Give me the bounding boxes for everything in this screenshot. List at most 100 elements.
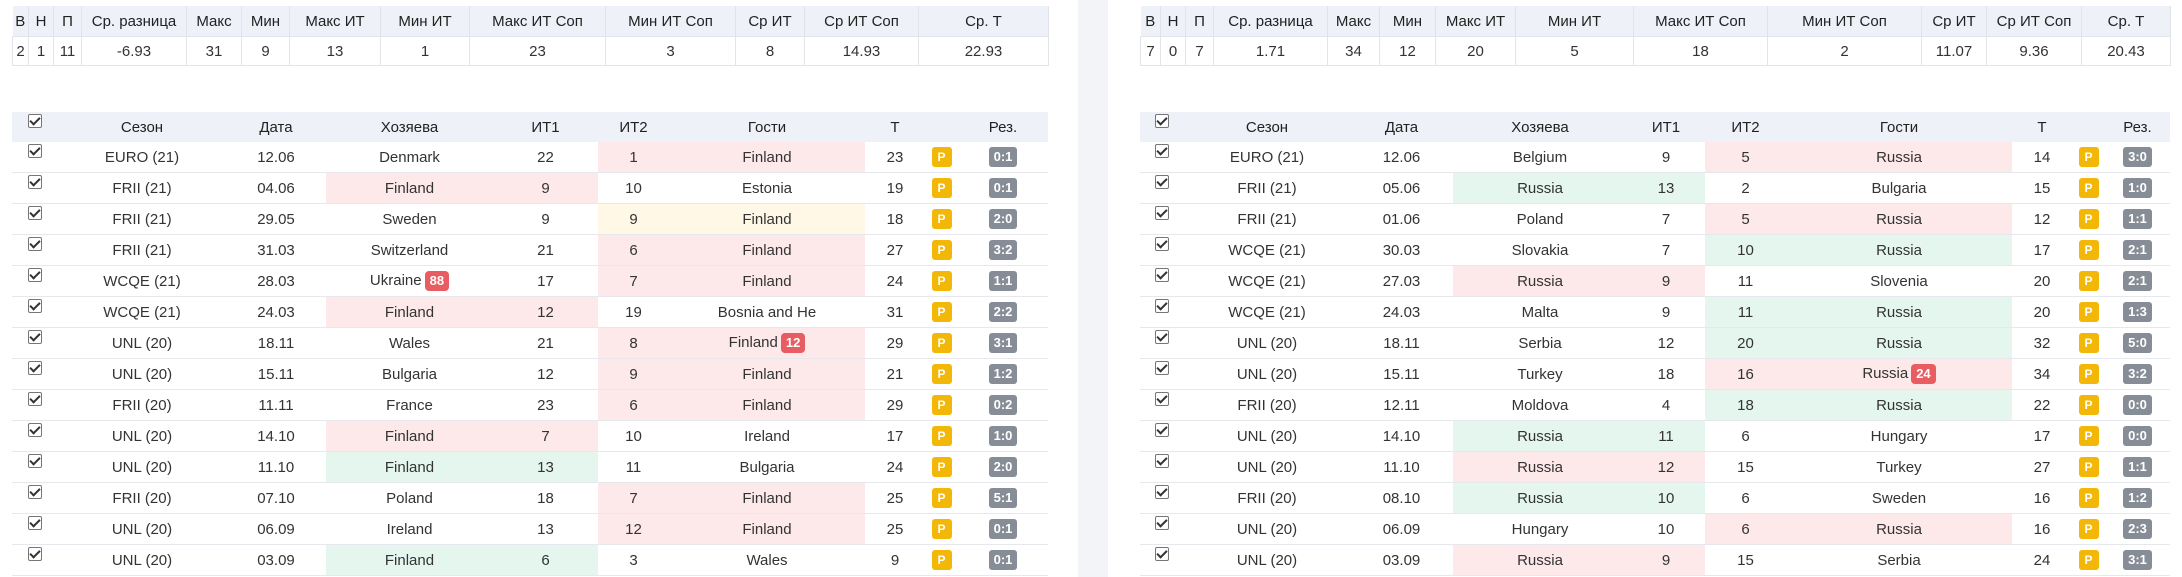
row-checkbox[interactable] [1140,451,1184,483]
match-row[interactable]: FRII (20) 08.10 Russia 10 6 Sweden 16 P 1:2 [1140,482,2170,514]
row-checkbox[interactable] [12,358,58,390]
p-badge-cell[interactable]: P [2072,203,2105,235]
row-checkbox[interactable] [12,513,58,545]
row-checkbox[interactable] [1140,327,1184,359]
checkbox-icon[interactable] [28,330,42,344]
match-row[interactable]: UNL (20) 03.09 Russia 9 15 Serbia 24 P 3:1 [1140,544,2170,576]
match-row[interactable]: EURO (21) 12.06 Denmark 22 1 Finland 23 P 0:1 [12,142,1048,173]
p-badge-cell[interactable]: P [2072,172,2105,204]
match-row[interactable]: UNL (20) 11.10 Russia 12 15 Turkey 27 P 1:1 [1140,451,2170,483]
p-badge[interactable]: P [931,240,952,260]
match-row[interactable]: UNL (20) 15.11 Bulgaria 12 9 Finland 21 P 1:2 [12,358,1048,390]
checkbox-icon[interactable] [28,175,42,189]
p-badge-cell[interactable]: P [2072,296,2105,328]
p-badge[interactable]: P [931,457,952,477]
checkbox-icon[interactable] [28,547,42,561]
p-badge-cell[interactable]: P [925,142,958,173]
p-badge-cell[interactable]: P [2072,265,2105,297]
match-row[interactable]: UNL (20) 06.09 Hungary 10 6 Russia 16 P 2:3 [1140,513,2170,545]
p-badge[interactable]: P [2078,550,2099,570]
row-checkbox[interactable] [1140,358,1184,390]
match-row[interactable]: UNL (20) 14.10 Russia 11 6 Hungary 17 P 0:0 [1140,420,2170,452]
row-checkbox[interactable] [12,389,58,421]
p-badge-cell[interactable]: P [2072,513,2105,545]
p-badge-cell[interactable]: P [2072,544,2105,576]
p-badge[interactable]: P [931,333,952,353]
checkbox-icon[interactable] [28,237,42,251]
p-badge[interactable]: P [2078,519,2099,539]
p-badge[interactable]: P [2078,364,2099,384]
checkbox-icon[interactable] [28,485,42,499]
p-badge-cell[interactable]: P [925,420,958,452]
row-checkbox[interactable] [1140,513,1184,545]
checkbox-icon[interactable] [1155,485,1169,499]
checkbox-icon[interactable] [1155,206,1169,220]
match-row[interactable]: FRII (21) 05.06 Russia 13 2 Bulgaria 15 P 1:0 [1140,172,2170,204]
checkbox-icon[interactable] [28,423,42,437]
p-badge-cell[interactable]: P [925,389,958,421]
p-badge[interactable]: P [2078,147,2099,167]
p-badge-cell[interactable]: P [2072,327,2105,359]
match-row[interactable]: WCQE (21) 27.03 Russia 9 11 Slovenia 20 P 2:1 [1140,265,2170,297]
p-badge-cell[interactable]: P [925,265,958,297]
match-row[interactable]: WCQE (21) 24.03 Malta 9 11 Russia 20 P 1:3 [1140,296,2170,328]
checkbox-icon[interactable] [1155,392,1169,406]
p-badge-cell[interactable]: P [925,513,958,545]
match-row[interactable]: EURO (21) 12.06 Belgium 9 5 Russia 14 P 3:0 [1140,142,2170,173]
row-checkbox[interactable] [12,296,58,328]
p-badge-cell[interactable]: P [925,451,958,483]
p-badge[interactable]: P [2078,178,2099,198]
match-row[interactable]: FRII (20) 11.11 France 23 6 Finland 29 P 0:2 [12,389,1048,421]
p-badge[interactable]: P [931,364,952,384]
p-badge-cell[interactable]: P [925,296,958,328]
checkbox-icon[interactable] [1155,299,1169,313]
checkbox-icon[interactable] [28,516,42,530]
checkbox-icon[interactable] [1155,423,1169,437]
p-badge-cell[interactable]: P [2072,451,2105,483]
select-all-checkbox[interactable] [12,112,58,142]
match-row[interactable]: FRII (21) 31.03 Switzerland 21 6 Finland 27 P 3:… [12,234,1048,266]
p-badge[interactable]: P [2078,333,2099,353]
row-checkbox[interactable] [1140,389,1184,421]
row-checkbox[interactable] [12,203,58,235]
checkbox-icon[interactable] [1155,547,1169,561]
checkbox-icon[interactable] [1155,330,1169,344]
checkbox-icon[interactable] [1155,237,1169,251]
row-checkbox[interactable] [1140,203,1184,235]
p-badge-cell[interactable]: P [925,234,958,266]
row-checkbox[interactable] [1140,265,1184,297]
p-badge[interactable]: P [2078,302,2099,322]
checkbox-icon[interactable] [1155,361,1169,375]
p-badge[interactable]: P [931,426,952,446]
p-badge-cell[interactable]: P [925,172,958,204]
match-row[interactable]: FRII (21) 01.06 Poland 7 5 Russia 12 P 1:1 [1140,203,2170,235]
match-row[interactable]: UNL (20) 03.09 Finland 6 3 Wales 9 P 0:1 [12,544,1048,576]
checkbox-icon[interactable] [1155,268,1169,282]
row-checkbox[interactable] [12,142,58,173]
checkbox-icon[interactable] [1155,114,1169,128]
p-badge[interactable]: P [931,550,952,570]
row-checkbox[interactable] [12,265,58,297]
p-badge-cell[interactable]: P [925,327,958,359]
checkbox-icon[interactable] [28,361,42,375]
match-row[interactable]: UNL (20) 11.10 Finland 13 11 Bulgaria 24 P 2:0 [12,451,1048,483]
p-badge-cell[interactable]: P [925,482,958,514]
p-badge[interactable]: P [2078,240,2099,260]
p-badge-cell[interactable]: P [2072,482,2105,514]
p-badge[interactable]: P [931,302,952,322]
checkbox-icon[interactable] [28,144,42,158]
p-badge[interactable]: P [931,178,952,198]
row-checkbox[interactable] [1140,172,1184,204]
match-row[interactable]: WCQE (21) 28.03 Ukraine 88 17 7 Finland 24 P 1:1 [12,265,1048,297]
p-badge-cell[interactable]: P [2072,358,2105,390]
row-checkbox[interactable] [12,172,58,204]
match-row[interactable]: WCQE (21) 24.03 Finland 12 19 Bosnia and He 31… [12,296,1048,328]
row-checkbox[interactable] [1140,296,1184,328]
checkbox-icon[interactable] [1155,454,1169,468]
p-badge-cell[interactable]: P [925,203,958,235]
p-badge[interactable]: P [931,488,952,508]
p-badge[interactable]: P [931,271,952,291]
p-badge[interactable]: P [931,519,952,539]
p-badge[interactable]: P [931,395,952,415]
p-badge[interactable]: P [931,147,952,167]
